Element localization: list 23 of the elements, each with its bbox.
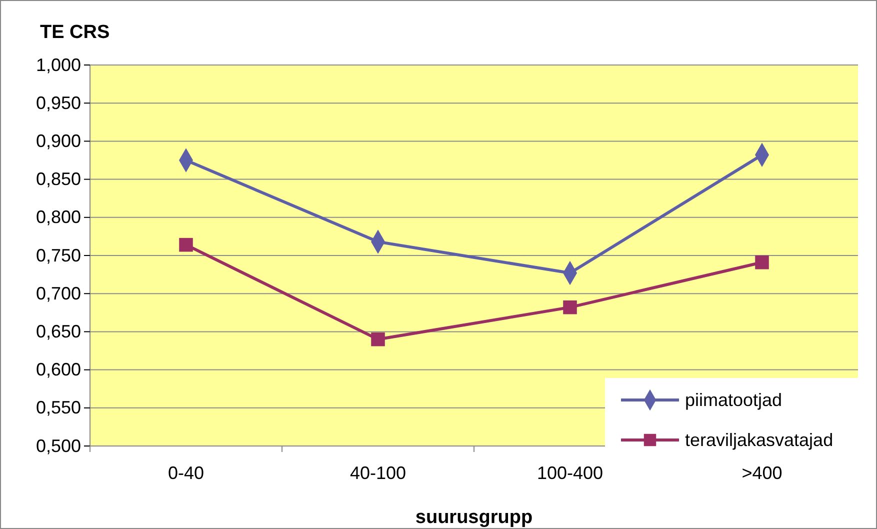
y-tick-label: 0,700 bbox=[36, 283, 81, 304]
point bbox=[179, 238, 193, 252]
y-axis-title: TE CRS bbox=[40, 22, 110, 43]
point bbox=[755, 255, 769, 270]
y-tick-label: 0,900 bbox=[36, 130, 81, 151]
legend-label: piimatootjad bbox=[685, 390, 782, 410]
y-tick-label: 0,800 bbox=[36, 207, 81, 228]
y-tick-label: 1,000 bbox=[36, 54, 81, 75]
y-tick-label: 0,750 bbox=[36, 245, 81, 266]
legend-label: teraviljakasvatajad bbox=[685, 430, 834, 450]
x-tick-label: >400 bbox=[742, 462, 782, 483]
x-tick-label: 40-100 bbox=[350, 462, 406, 483]
y-tick-label: 0,550 bbox=[36, 398, 81, 418]
point bbox=[371, 332, 385, 346]
x-tick-label: 0-40 bbox=[168, 462, 204, 483]
y-tick-label: 0,500 bbox=[36, 436, 81, 456]
x-tick-label: 100-400 bbox=[536, 462, 604, 483]
y-tick-label: 0,650 bbox=[36, 321, 81, 342]
y-tick-label: 0,600 bbox=[36, 360, 81, 380]
point bbox=[563, 300, 577, 314]
y-tick-label: 0,950 bbox=[36, 92, 81, 113]
y-tick-label: 0,850 bbox=[36, 169, 81, 190]
x-axis-title: suurusgrupp bbox=[415, 507, 533, 528]
